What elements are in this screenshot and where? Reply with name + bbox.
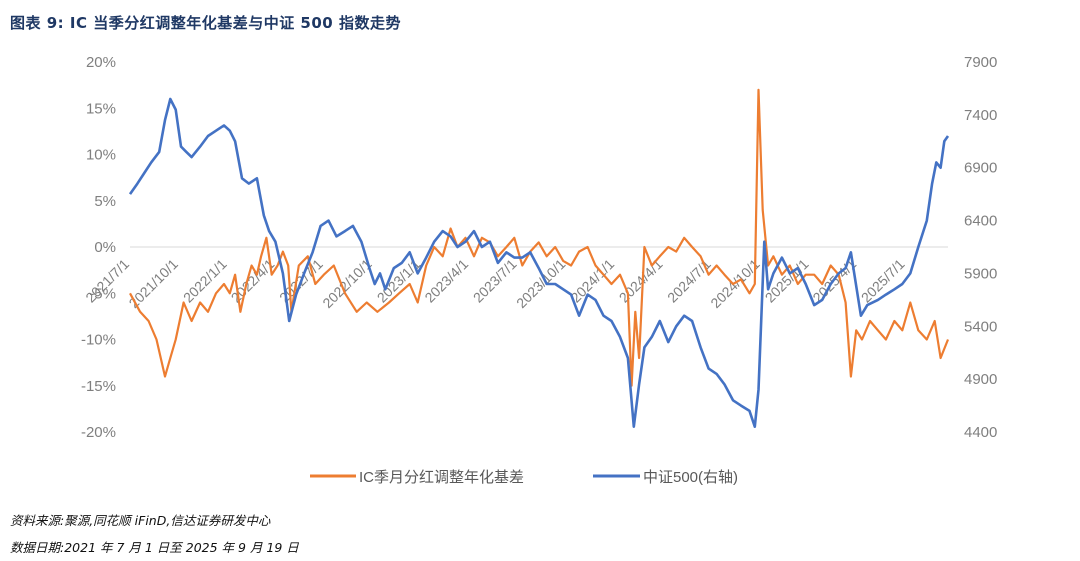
legend-label-basis: IC季月分红调整年化基差 xyxy=(359,469,524,486)
left-tick-label: 15% xyxy=(86,100,116,117)
series-line-basis xyxy=(129,88,950,387)
left-axis-ticks: 20% 15% 10% 5% 0% -5% -10% -15% -20% xyxy=(81,54,116,441)
left-tick-label: -10% xyxy=(81,332,116,349)
left-tick-label: -20% xyxy=(81,424,116,441)
left-tick-label: 10% xyxy=(86,147,116,164)
right-tick-label: 5900 xyxy=(964,265,997,282)
right-tick-label: 4900 xyxy=(964,371,997,388)
legend: IC季月分红调整年化基差 中证500(右轴) xyxy=(310,469,738,486)
right-tick-label: 7400 xyxy=(964,107,997,124)
right-tick-label: 7900 xyxy=(964,54,997,71)
right-axis-ticks: 7900 7400 6900 6400 5900 5400 4900 4400 xyxy=(964,54,997,441)
x-tick-label: 2022/1/1 xyxy=(180,256,230,306)
left-tick-label: -15% xyxy=(81,378,116,395)
right-tick-label: 5400 xyxy=(964,318,997,335)
left-tick-label: 20% xyxy=(86,54,116,71)
right-tick-label: 4400 xyxy=(964,424,997,441)
left-tick-label: -5% xyxy=(89,285,116,302)
left-tick-label: 0% xyxy=(94,239,116,256)
x-tick-label: 2024/7/1 xyxy=(664,256,714,306)
left-tick-label: 5% xyxy=(94,193,116,210)
series-line-index xyxy=(128,97,950,429)
chart: 20% 15% 10% 5% 0% -5% -10% -15% -20% 7900 7400 690… xyxy=(81,54,997,486)
right-tick-label: 6900 xyxy=(964,160,997,177)
x-tick-label: 2021/10/1 xyxy=(126,256,182,312)
right-tick-label: 6400 xyxy=(964,213,997,230)
source-note: 资料来源:聚源,同花顺 iFinD,信达证券研发中心 xyxy=(10,513,271,528)
date-note: 数据日期:2021 年 7 月 1 日至 2025 年 9 月 19 日 xyxy=(10,540,299,555)
x-tick-label: 2023/7/1 xyxy=(470,256,520,306)
legend-label-index: 中证500(右轴) xyxy=(643,469,738,486)
figure-title: 图表 9: IC 当季分红调整年化基差与中证 500 指数走势 xyxy=(10,14,401,32)
x-tick-label: 2023/4/1 xyxy=(421,256,471,306)
